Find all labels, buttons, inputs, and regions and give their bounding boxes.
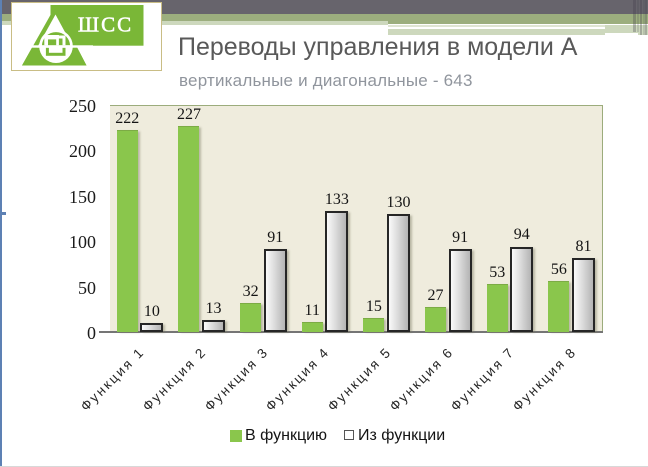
- svg-text:ШСС: ШСС: [77, 13, 132, 37]
